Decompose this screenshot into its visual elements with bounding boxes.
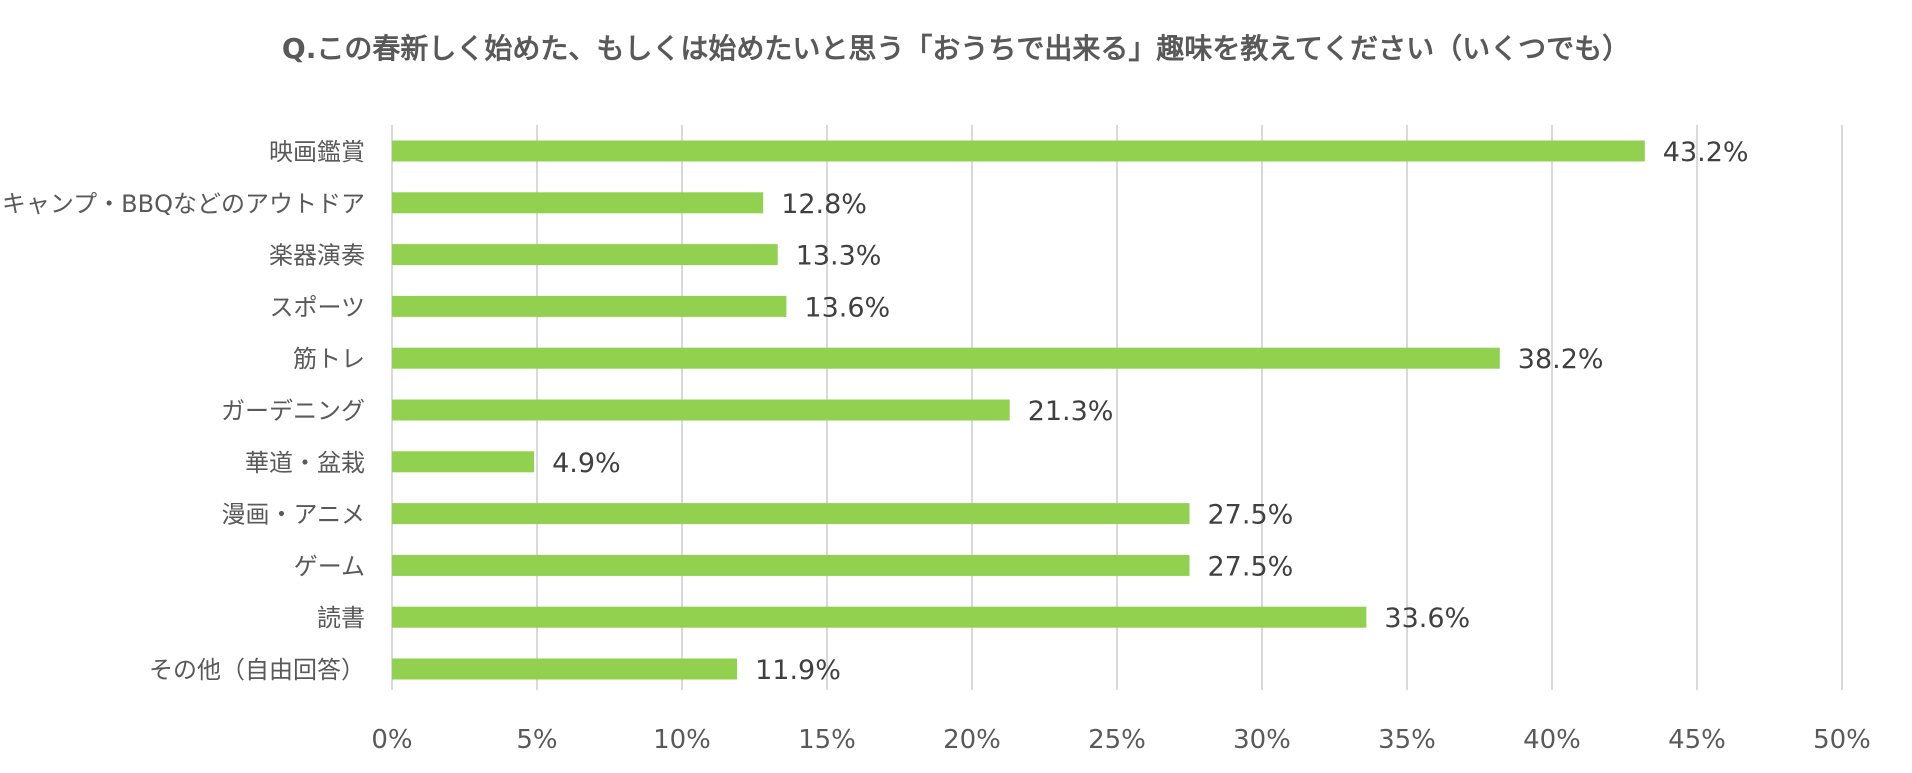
x-tick-label: 5% [516, 725, 557, 755]
category-labels: 映画鑑賞キャンプ・BBQなどのアウトドア楽器演奏スポーツ筋トレガーデニング華道・… [2, 138, 365, 684]
data-label: 38.2% [1518, 344, 1604, 375]
bar [392, 140, 1645, 162]
x-tick-label: 20% [943, 725, 1001, 755]
bar [392, 192, 764, 214]
data-label: 33.6% [1384, 603, 1470, 634]
bar [392, 451, 535, 473]
data-label: 21.3% [1028, 396, 1114, 427]
x-tick-label: 0% [371, 725, 412, 755]
x-tick-label: 35% [1378, 725, 1436, 755]
bar [392, 295, 787, 317]
x-tick-label: 15% [798, 725, 856, 755]
data-label: 27.5% [1208, 500, 1294, 531]
bar [392, 244, 778, 266]
category-label: 楽器演奏 [269, 242, 365, 270]
bar [392, 503, 1190, 525]
category-label: 映画鑑賞 [269, 138, 365, 166]
x-axis-tick-labels: 0% 5% 10% 15% 20% 25% 30% 35% 40% 45% 50% [371, 725, 1871, 755]
category-label: スポーツ [269, 293, 365, 321]
category-label: 漫画・アニメ [221, 501, 365, 529]
chart-title: Q.この春新しく始めた、もしくは始めたいと思う「おうちで出来る」趣味を教えてくだ… [282, 32, 1630, 65]
x-tick-label: 30% [1233, 725, 1291, 755]
category-label: 筋トレ [293, 345, 365, 373]
x-tick-label: 45% [1668, 725, 1726, 755]
x-tick-label: 25% [1088, 725, 1146, 755]
data-label: 4.9% [552, 448, 621, 479]
data-label: 11.9% [755, 655, 841, 686]
data-label: 12.8% [781, 189, 867, 220]
x-tick-label: 40% [1523, 725, 1581, 755]
bar [392, 606, 1367, 628]
category-label: その他（自由回答） [149, 656, 365, 684]
bars [392, 140, 1645, 680]
category-label: 読書 [317, 604, 365, 632]
bar [392, 658, 738, 680]
x-tick-label: 10% [653, 725, 711, 755]
data-label: 27.5% [1208, 551, 1294, 582]
bar [392, 399, 1010, 421]
data-label: 43.2% [1663, 137, 1749, 168]
data-label: 13.6% [804, 292, 890, 323]
bar [392, 347, 1500, 369]
category-label: 華道・盆栽 [245, 449, 365, 477]
category-label: キャンプ・BBQなどのアウトドア [2, 190, 365, 218]
x-tick-label: 50% [1813, 725, 1871, 755]
category-label: ガーデニング [221, 397, 365, 425]
data-label: 13.3% [796, 241, 882, 272]
bar [392, 554, 1190, 576]
category-label: ゲーム [294, 552, 365, 580]
data-labels: 43.2% 12.8% 13.3% 13.6% 38.2% 21.3% 4.9% 27.5% 2… [552, 137, 1748, 686]
